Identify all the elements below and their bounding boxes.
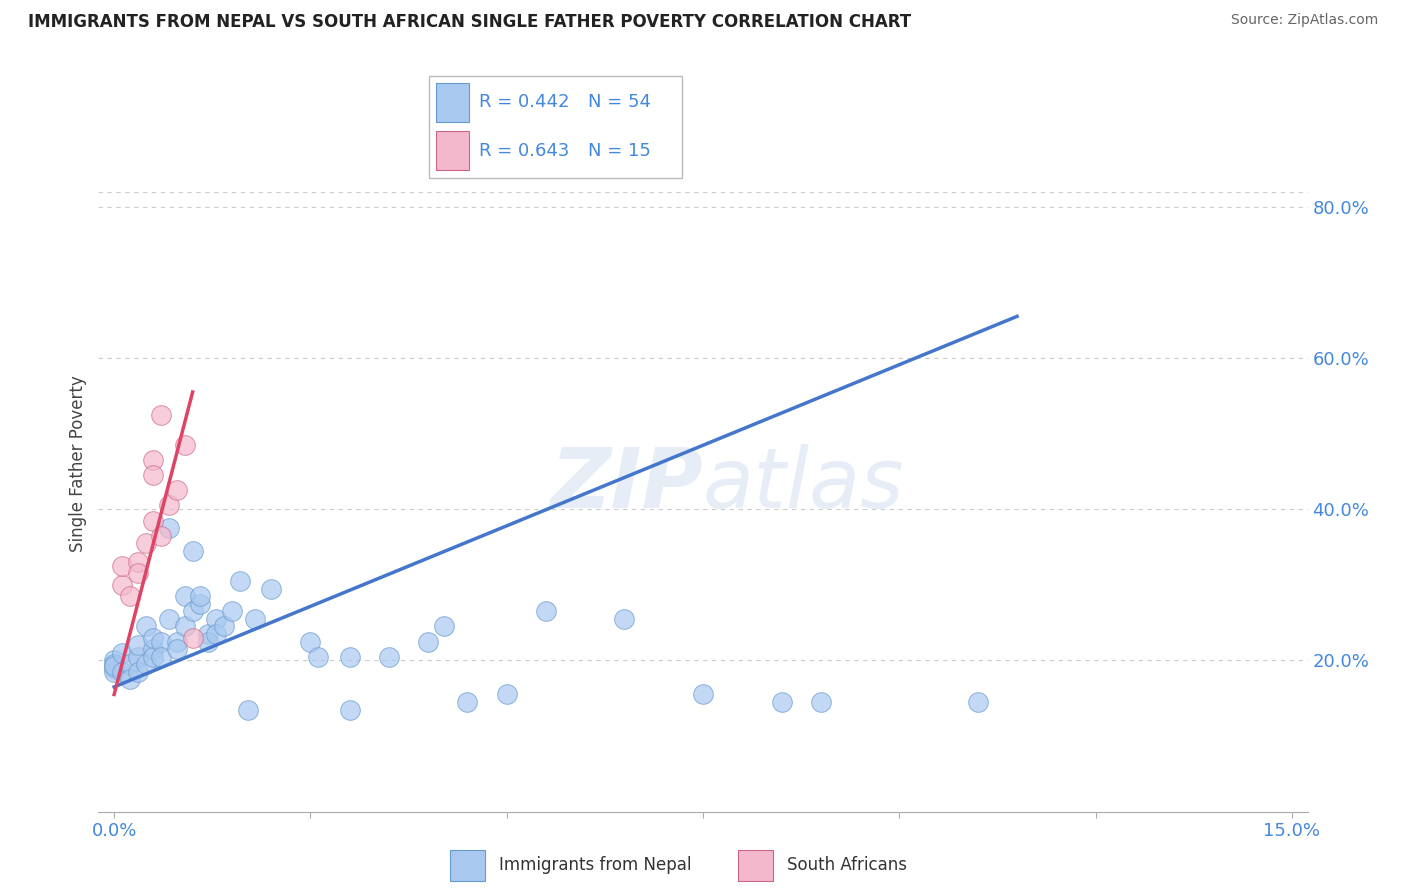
Point <box>181 604 204 618</box>
Point <box>127 665 149 679</box>
Point <box>966 695 988 709</box>
Point <box>418 634 440 648</box>
Point <box>127 638 149 652</box>
FancyBboxPatch shape <box>450 849 485 881</box>
Point <box>205 612 228 626</box>
Text: Source: ZipAtlas.com: Source: ZipAtlas.com <box>1230 13 1378 28</box>
Point <box>150 529 173 543</box>
Text: ZIP: ZIP <box>550 444 703 525</box>
Point <box>111 558 134 573</box>
Point <box>142 631 165 645</box>
Point <box>157 521 180 535</box>
Point <box>135 657 157 672</box>
Text: R = 0.442: R = 0.442 <box>479 94 569 112</box>
Point <box>378 649 401 664</box>
Point <box>103 661 125 675</box>
Point <box>142 514 165 528</box>
Point <box>307 649 329 664</box>
Point <box>495 688 517 702</box>
Point <box>534 604 557 618</box>
Point <box>150 408 173 422</box>
Point <box>260 582 283 596</box>
Point <box>181 631 204 645</box>
Point <box>173 589 195 603</box>
Point <box>190 597 212 611</box>
Point <box>770 695 793 709</box>
Point <box>339 703 361 717</box>
Point <box>190 589 212 603</box>
Text: R = 0.643: R = 0.643 <box>479 142 569 160</box>
FancyBboxPatch shape <box>738 849 773 881</box>
Point <box>692 688 714 702</box>
Point <box>181 544 204 558</box>
Point <box>142 453 165 467</box>
Text: N = 54: N = 54 <box>588 94 651 112</box>
Point <box>127 649 149 664</box>
Point <box>212 619 235 633</box>
FancyBboxPatch shape <box>436 131 470 170</box>
Point <box>118 589 141 603</box>
Point <box>118 673 141 687</box>
Point <box>111 578 134 592</box>
Point <box>205 627 228 641</box>
Text: N = 15: N = 15 <box>588 142 651 160</box>
Text: Immigrants from Nepal: Immigrants from Nepal <box>499 856 692 874</box>
Point <box>150 634 173 648</box>
FancyBboxPatch shape <box>429 76 682 178</box>
Point <box>103 658 125 673</box>
FancyBboxPatch shape <box>436 83 470 122</box>
Point <box>299 634 322 648</box>
Point <box>103 665 125 679</box>
Point <box>166 634 188 648</box>
Point <box>166 642 188 657</box>
Point <box>103 657 125 672</box>
Point <box>127 566 149 581</box>
Text: South Africans: South Africans <box>787 856 907 874</box>
Point <box>142 649 165 664</box>
Point <box>810 695 832 709</box>
Point <box>150 649 173 664</box>
Point <box>456 695 478 709</box>
Point <box>221 604 243 618</box>
Point <box>142 468 165 483</box>
Point <box>118 657 141 672</box>
Point <box>339 649 361 664</box>
Point <box>135 619 157 633</box>
Point <box>157 612 180 626</box>
Point <box>236 703 259 717</box>
Point <box>142 642 165 657</box>
Point <box>245 612 267 626</box>
Text: atlas: atlas <box>703 444 904 525</box>
Point <box>127 555 149 569</box>
Point <box>135 536 157 550</box>
Point <box>613 612 636 626</box>
Point <box>111 665 134 679</box>
Point <box>103 653 125 667</box>
Point <box>111 646 134 660</box>
Point <box>173 438 195 452</box>
Point <box>229 574 252 588</box>
Point <box>433 619 456 633</box>
Point <box>173 619 195 633</box>
Point <box>197 634 219 648</box>
Y-axis label: Single Father Poverty: Single Father Poverty <box>69 376 87 552</box>
Point <box>157 499 180 513</box>
Point <box>197 627 219 641</box>
Text: IMMIGRANTS FROM NEPAL VS SOUTH AFRICAN SINGLE FATHER POVERTY CORRELATION CHART: IMMIGRANTS FROM NEPAL VS SOUTH AFRICAN S… <box>28 13 911 31</box>
Point <box>166 483 188 498</box>
